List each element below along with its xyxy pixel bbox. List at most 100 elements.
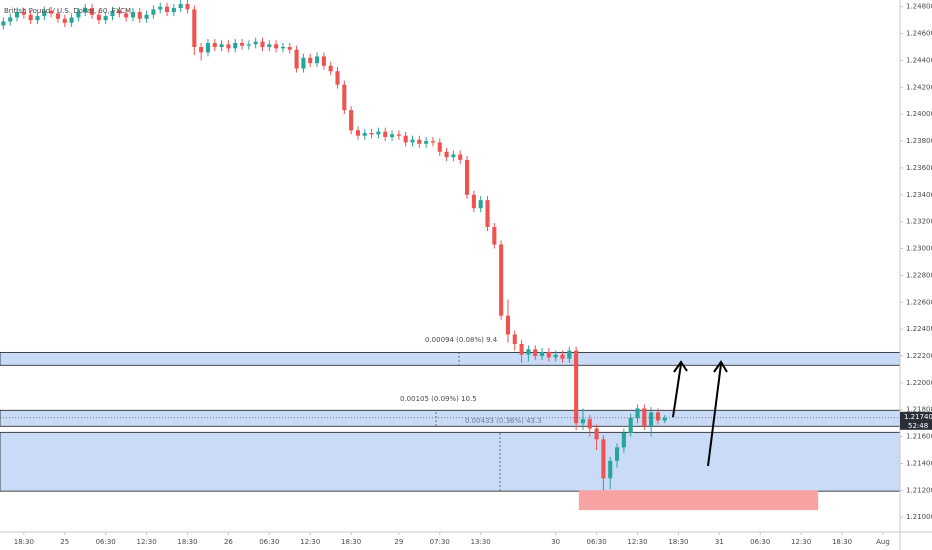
arrow bbox=[672, 363, 682, 418]
candle-body bbox=[526, 349, 531, 355]
candle-body bbox=[96, 14, 101, 21]
candle-body bbox=[335, 71, 340, 85]
zone bbox=[0, 409, 901, 427]
x-tick-label: 30 bbox=[551, 538, 560, 546]
candle-body bbox=[601, 439, 606, 479]
candle-body bbox=[49, 10, 54, 14]
measure-label: 0.00433 (0.36%) 43.3 bbox=[465, 417, 542, 425]
candle-body bbox=[76, 12, 81, 18]
x-tick-label: 18:30 bbox=[14, 538, 34, 546]
y-tick-label: 1.23600 bbox=[906, 164, 932, 172]
x-tick-label: 13:30 bbox=[471, 538, 491, 546]
x-tick-label: 12:30 bbox=[300, 538, 320, 546]
candle-body bbox=[294, 49, 299, 69]
candle-body bbox=[267, 44, 272, 48]
zone bbox=[0, 431, 901, 492]
y-tick-label: 1.24600 bbox=[906, 30, 932, 38]
candle-body bbox=[308, 57, 313, 64]
candle-body bbox=[546, 351, 551, 358]
x-tick-label: 25 bbox=[60, 538, 69, 546]
measure-label: 0.00094 (0.08%) 9.4 bbox=[425, 336, 498, 344]
candle-body bbox=[519, 343, 524, 355]
candle-body bbox=[35, 16, 40, 21]
candle-body bbox=[253, 41, 258, 45]
candle-body bbox=[212, 42, 217, 48]
candle-body bbox=[219, 44, 224, 48]
candle-body bbox=[642, 408, 647, 426]
candle-body bbox=[246, 44, 251, 46]
candle-body bbox=[349, 110, 354, 131]
chart-title: British Pound / U.S. Dollar, 60, FXCM bbox=[4, 7, 131, 15]
y-tick-label: 1.22800 bbox=[906, 271, 932, 279]
x-tick-label: 06:30 bbox=[750, 538, 770, 546]
x-tick-label: 31 bbox=[715, 538, 724, 546]
candle-body bbox=[342, 84, 347, 111]
countdown: 52:48 bbox=[908, 422, 928, 430]
candle-body bbox=[103, 16, 108, 21]
x-tick-label: 12:30 bbox=[136, 538, 156, 546]
candle-body bbox=[471, 194, 476, 209]
candle-body bbox=[560, 354, 565, 359]
candle-body bbox=[117, 10, 122, 14]
candle-body bbox=[280, 47, 285, 49]
candle-body bbox=[410, 139, 415, 143]
candle-body bbox=[478, 200, 483, 209]
candle-body bbox=[110, 10, 115, 17]
candle-body bbox=[15, 12, 20, 18]
y-tick-label: 1.23400 bbox=[906, 191, 932, 199]
candle-body bbox=[165, 6, 170, 13]
y-tick-label: 1.24200 bbox=[906, 83, 932, 91]
candle-body bbox=[390, 134, 395, 138]
candle-body bbox=[55, 13, 60, 19]
candle-body bbox=[540, 351, 545, 357]
measure-label: 0.00105 (0.09%) 10.5 bbox=[400, 395, 477, 403]
candle-body bbox=[458, 154, 463, 160]
candle-body bbox=[451, 154, 456, 158]
candles bbox=[0, 0, 900, 491]
candle-body bbox=[587, 419, 592, 429]
candle-body bbox=[485, 200, 490, 228]
candle-body bbox=[430, 141, 435, 143]
last-price-label: 1.21740 bbox=[904, 413, 932, 421]
candle-body bbox=[199, 47, 204, 53]
x-tick-label: 06:30 bbox=[586, 538, 606, 546]
y-tick-label: 1.22600 bbox=[906, 298, 932, 306]
candle-body bbox=[301, 57, 306, 69]
axes: 1.21000 1.21200 1.21400 1.21600 1.21800 1.220… bbox=[14, 3, 932, 546]
x-tick-label: Aug bbox=[876, 538, 890, 546]
candle-body bbox=[260, 41, 265, 48]
x-tick-label: 18:30 bbox=[832, 538, 852, 546]
arrow bbox=[707, 363, 722, 467]
candle-body bbox=[240, 42, 245, 46]
candle-body bbox=[69, 17, 74, 23]
candle-body bbox=[274, 44, 279, 49]
candle-body bbox=[621, 432, 626, 448]
candle-body bbox=[567, 350, 572, 359]
arrow-head bbox=[713, 360, 728, 373]
candle-body bbox=[83, 8, 88, 13]
candle-body bbox=[287, 47, 292, 50]
candle-body bbox=[90, 8, 95, 15]
x-tick-label: 18:30 bbox=[668, 538, 688, 546]
candle-body bbox=[437, 142, 442, 152]
candle-body bbox=[21, 12, 26, 15]
y-tick-label: 1.21200 bbox=[906, 486, 932, 494]
candle-body bbox=[8, 17, 13, 22]
candle-body bbox=[492, 227, 497, 245]
x-tick-label: 29 bbox=[394, 538, 403, 546]
candle-body bbox=[144, 14, 149, 19]
candle-body bbox=[185, 4, 190, 10]
candle-body bbox=[628, 417, 633, 433]
x-tick-label: 18:30 bbox=[341, 538, 361, 546]
candle-body bbox=[62, 18, 67, 23]
candle-body bbox=[151, 9, 156, 15]
candle-body bbox=[158, 6, 163, 10]
candle-body bbox=[42, 10, 47, 17]
zone bbox=[0, 351, 901, 366]
candle-body bbox=[396, 134, 401, 136]
candle-body bbox=[499, 244, 504, 316]
candle-body bbox=[655, 412, 660, 421]
candle-body bbox=[383, 131, 388, 138]
candle-body bbox=[649, 412, 654, 426]
